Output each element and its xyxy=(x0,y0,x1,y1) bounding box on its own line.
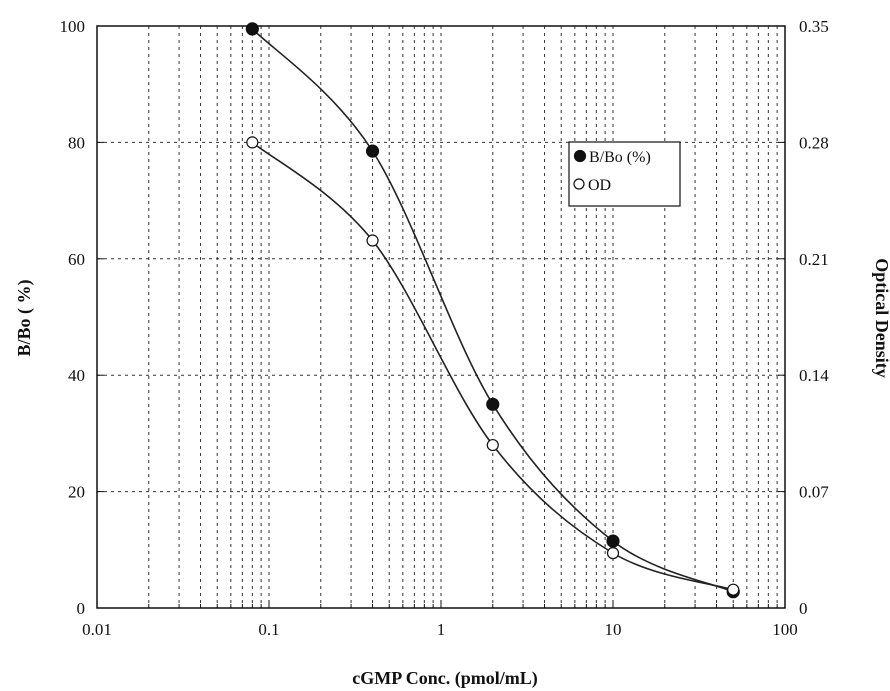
grid xyxy=(97,26,785,608)
series-1-point xyxy=(365,144,380,158)
series-2-point xyxy=(486,438,499,452)
x-tick-label: 10 xyxy=(605,620,622,639)
y-axis-left-title: B/Bo ( %) xyxy=(14,279,35,356)
x-tick-label: 1 xyxy=(437,620,446,639)
series-curves xyxy=(251,28,734,593)
y-right-tick-label: 0.07 xyxy=(799,483,829,502)
series-1-point xyxy=(245,22,259,36)
plot-frame xyxy=(96,25,786,609)
legend-label-series-2: OD xyxy=(588,177,611,194)
y-right-tick-label: 0.28 xyxy=(799,133,829,152)
x-tick-label: 100 xyxy=(772,620,798,639)
y-left-tick-label: 60 xyxy=(68,250,85,269)
legend-marker-filled xyxy=(573,149,587,163)
y-right-tick-label: 0.35 xyxy=(799,17,829,36)
legend: B/Bo (%) OD xyxy=(568,141,681,207)
legend-box xyxy=(568,141,681,207)
x-tick-label: 0.01 xyxy=(82,620,112,639)
series-1-point xyxy=(606,534,620,548)
series-2-point xyxy=(727,583,740,596)
x-axis-ticks: 0.01 0.1 1 10 100 xyxy=(82,600,798,639)
x-tick-label: 0.1 xyxy=(258,620,279,639)
y-axis-left-ticks: 0 20 40 60 80 100 xyxy=(60,17,104,618)
legend-label-series-1: B/Bo (%) xyxy=(589,149,651,166)
y-right-tick-label: 0 xyxy=(799,599,808,618)
series-2-point xyxy=(246,136,259,149)
y-left-tick-label: 20 xyxy=(68,483,85,502)
y-left-tick-label: 80 xyxy=(68,133,85,152)
series-2-point xyxy=(366,234,379,247)
y-left-tick-label: 100 xyxy=(60,17,86,36)
legend-marker-open xyxy=(573,178,585,190)
series-2-line xyxy=(251,141,734,591)
series-1-point xyxy=(486,397,500,411)
y-left-tick-label: 0 xyxy=(77,599,86,618)
y-axis-right-ticks: 0 0.07 0.14 0.21 0.28 0.35 xyxy=(778,17,829,618)
series-1-line xyxy=(251,28,734,593)
y-axis-right-title: Optical Density xyxy=(872,258,890,378)
y-right-tick-label: 0.21 xyxy=(799,250,829,269)
x-axis-title: cGMP Conc. (pmol/mL) xyxy=(352,668,537,689)
y-left-tick-label: 40 xyxy=(68,366,85,385)
series-2-point xyxy=(606,547,620,560)
y-right-tick-label: 0.14 xyxy=(799,366,829,385)
series-markers xyxy=(245,22,740,599)
